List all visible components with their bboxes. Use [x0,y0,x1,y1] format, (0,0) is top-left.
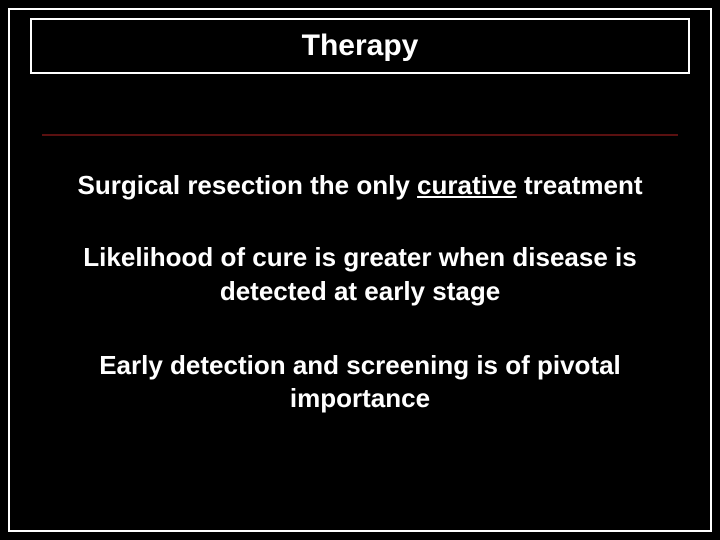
content-line-1: Surgical resection the only curative tre… [42,170,678,201]
slide-content: Surgical resection the only curative tre… [42,170,678,416]
line1-prefix: Surgical resection the only [78,170,418,200]
line1-suffix: treatment [517,170,643,200]
content-line-3: Early detection and screening is of pivo… [42,349,678,417]
line1-underlined-word: curative [417,170,517,200]
title-box: Therapy [30,18,690,74]
content-line-2: Likelihood of cure is greater when disea… [42,241,678,309]
horizontal-divider [42,134,678,136]
slide-title: Therapy [302,29,419,63]
